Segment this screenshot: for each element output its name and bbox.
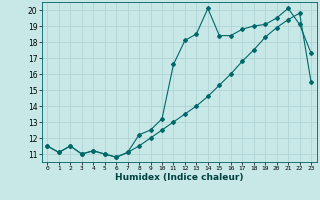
X-axis label: Humidex (Indice chaleur): Humidex (Indice chaleur) [115,173,244,182]
